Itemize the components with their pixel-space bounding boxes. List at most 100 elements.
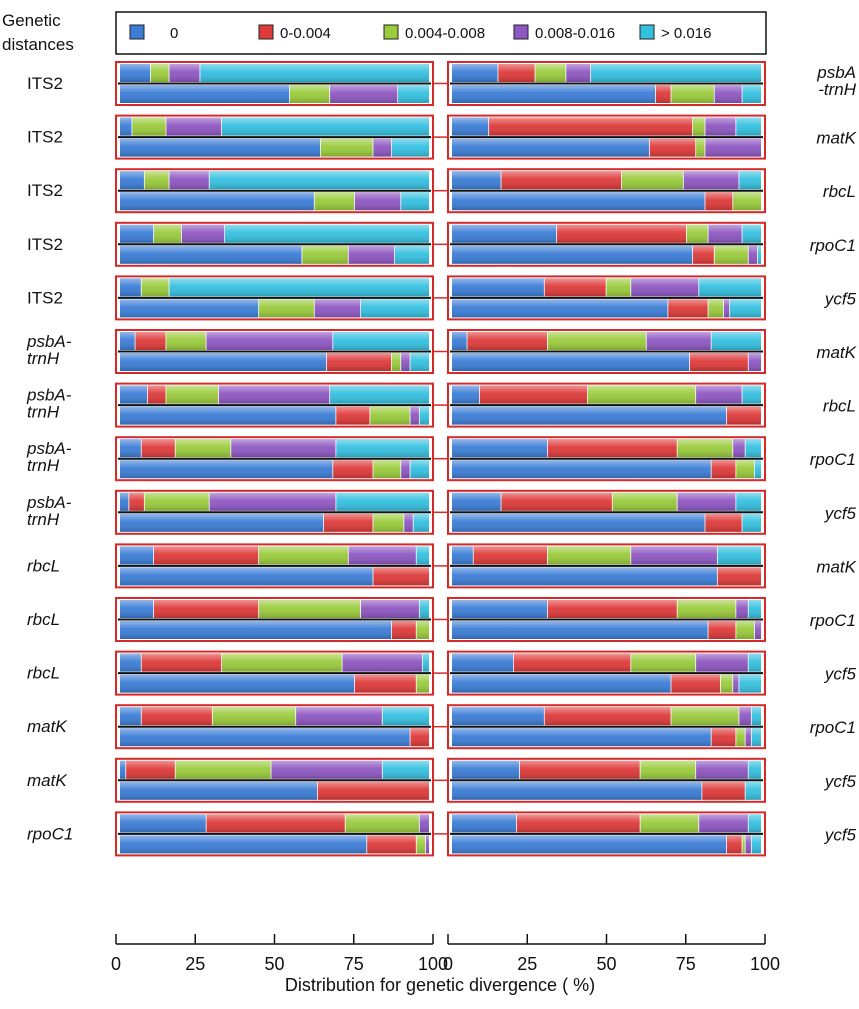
bar-segment-sheen <box>717 546 761 565</box>
chart-row: psbA-trnH rbcL <box>26 382 856 428</box>
bar-segment-sheen <box>153 546 260 565</box>
bar-segment-sheen <box>742 85 761 103</box>
bar-segment-sheen <box>354 674 417 693</box>
bar-segment-sheen <box>259 546 349 565</box>
bar-segment-sheen <box>120 192 315 211</box>
row-left-label: ITS2 <box>27 128 63 147</box>
legend-label: > 0.016 <box>661 25 711 42</box>
row-right-label: rpoC1 <box>810 236 856 255</box>
row-right-label: rpoC1 <box>810 611 856 630</box>
row-left-label: matK <box>27 771 67 790</box>
bar-segment-sheen <box>120 138 321 157</box>
bar-segment-sheen <box>631 653 697 672</box>
bar-segment-sheen <box>649 138 697 157</box>
bar-segment-sheen <box>705 513 743 532</box>
bar-segment-sheen <box>166 332 207 350</box>
bar-segment-sheen <box>452 653 514 672</box>
bar-segment-sheen <box>705 192 734 211</box>
bar-segment-sheen <box>120 760 127 779</box>
bar-segment-sheen <box>120 117 133 136</box>
bar-segment-sheen <box>348 245 396 264</box>
chart-row: psbA-trnH matK <box>26 329 857 374</box>
bar-segment-sheen <box>314 192 355 211</box>
bar-segment-sheen <box>120 674 355 693</box>
chart-row: rbcL rpoC1 <box>27 597 856 642</box>
bar-segment-sheen <box>382 760 429 779</box>
row-left-label: psbA-trnH <box>26 386 72 422</box>
bar-segment-sheen <box>693 117 706 136</box>
bar-segment-sheen <box>631 546 718 565</box>
bar-segment-sheen <box>225 224 429 243</box>
bar-segment-sheen <box>473 546 548 565</box>
chart-row: ITS2 matK <box>27 114 857 160</box>
bar-segment-sheen <box>612 492 678 511</box>
bar-segment-sheen <box>498 64 536 82</box>
bar-segment-sheen <box>727 406 761 425</box>
chart-row: psbA-trnH rpoC1 <box>26 436 856 482</box>
bar-segment-sheen <box>677 439 734 458</box>
bar-segment-sheen <box>354 192 402 211</box>
bar-segment-sheen <box>547 546 632 565</box>
bar-segment-sheen <box>425 835 429 854</box>
bar-segment-sheen <box>169 64 201 82</box>
bar-segment-sheen <box>141 439 176 458</box>
bar-segment-sheen <box>702 781 746 800</box>
bar-segment-sheen <box>742 385 761 404</box>
bar-segment-sheen <box>717 567 761 586</box>
bar-segment-sheen <box>452 707 545 726</box>
bar-segment-sheen <box>231 439 337 458</box>
bar-segment-sheen <box>513 653 632 672</box>
bar-segment-sheen <box>452 224 558 243</box>
bar-segment-sheen <box>147 385 167 404</box>
row-left-label: rbcL <box>27 664 60 683</box>
bar-segment-sheen <box>489 117 694 136</box>
bar-segment-sheen <box>120 278 142 297</box>
bar-segment-sheen <box>739 707 752 726</box>
bar-segment-sheen <box>370 406 411 425</box>
bar-segment-sheen <box>452 332 468 350</box>
row-right-label: ycf5 <box>824 772 857 791</box>
bar-segment-sheen <box>742 513 761 532</box>
bar-segment-sheen <box>452 192 706 211</box>
bar-segment-sheen <box>748 760 761 779</box>
bar-segment-sheen <box>655 85 672 103</box>
row-right-label: matK <box>816 557 856 576</box>
bar-segment-sheen <box>120 513 324 532</box>
bar-segment-sheen <box>153 600 260 618</box>
x-tick-label: 75 <box>344 954 364 974</box>
bar-segment-sheen <box>631 278 700 297</box>
bar-segment-sheen <box>727 835 743 854</box>
bar-segment-sheen <box>452 171 502 190</box>
legend-swatch <box>639 24 655 40</box>
chart-row: ITS2 ycf5 <box>27 275 857 321</box>
bar-segment-sheen <box>367 835 417 854</box>
bar-segment-sheen <box>150 64 170 82</box>
bar-segment-sheen <box>736 600 749 618</box>
bar-segment-sheen <box>547 332 647 350</box>
row-right-label: rpoC1 <box>810 718 856 737</box>
bar-segment-sheen <box>745 835 752 854</box>
x-tick-label: 0 <box>111 954 121 974</box>
legend-box <box>115 11 767 55</box>
bar-segment-sheen <box>705 117 737 136</box>
bar-segment-sheen <box>479 385 588 404</box>
bar-segment-sheen <box>333 460 374 479</box>
bar-segment-sheen <box>336 492 429 511</box>
bar-segment-sheen <box>129 492 145 511</box>
x-tick-label: 25 <box>185 954 205 974</box>
legend-label: 0.004-0.008 <box>405 25 485 42</box>
bar-segment-sheen <box>419 600 429 618</box>
bar-segment-sheen <box>733 674 740 693</box>
bar-segment-sheen <box>736 728 746 747</box>
bar-segment-sheen <box>745 728 752 747</box>
bar-segment-sheen <box>126 760 176 779</box>
bar-segment-sheen <box>120 299 260 318</box>
bar-segment-sheen <box>120 245 303 264</box>
bar-segment-sheen <box>395 245 429 264</box>
row-right-label: rbcL <box>823 397 856 416</box>
bar-segment-sheen <box>736 492 761 511</box>
bar-segment-sheen <box>401 460 411 479</box>
bar-segment-sheen <box>547 600 678 618</box>
